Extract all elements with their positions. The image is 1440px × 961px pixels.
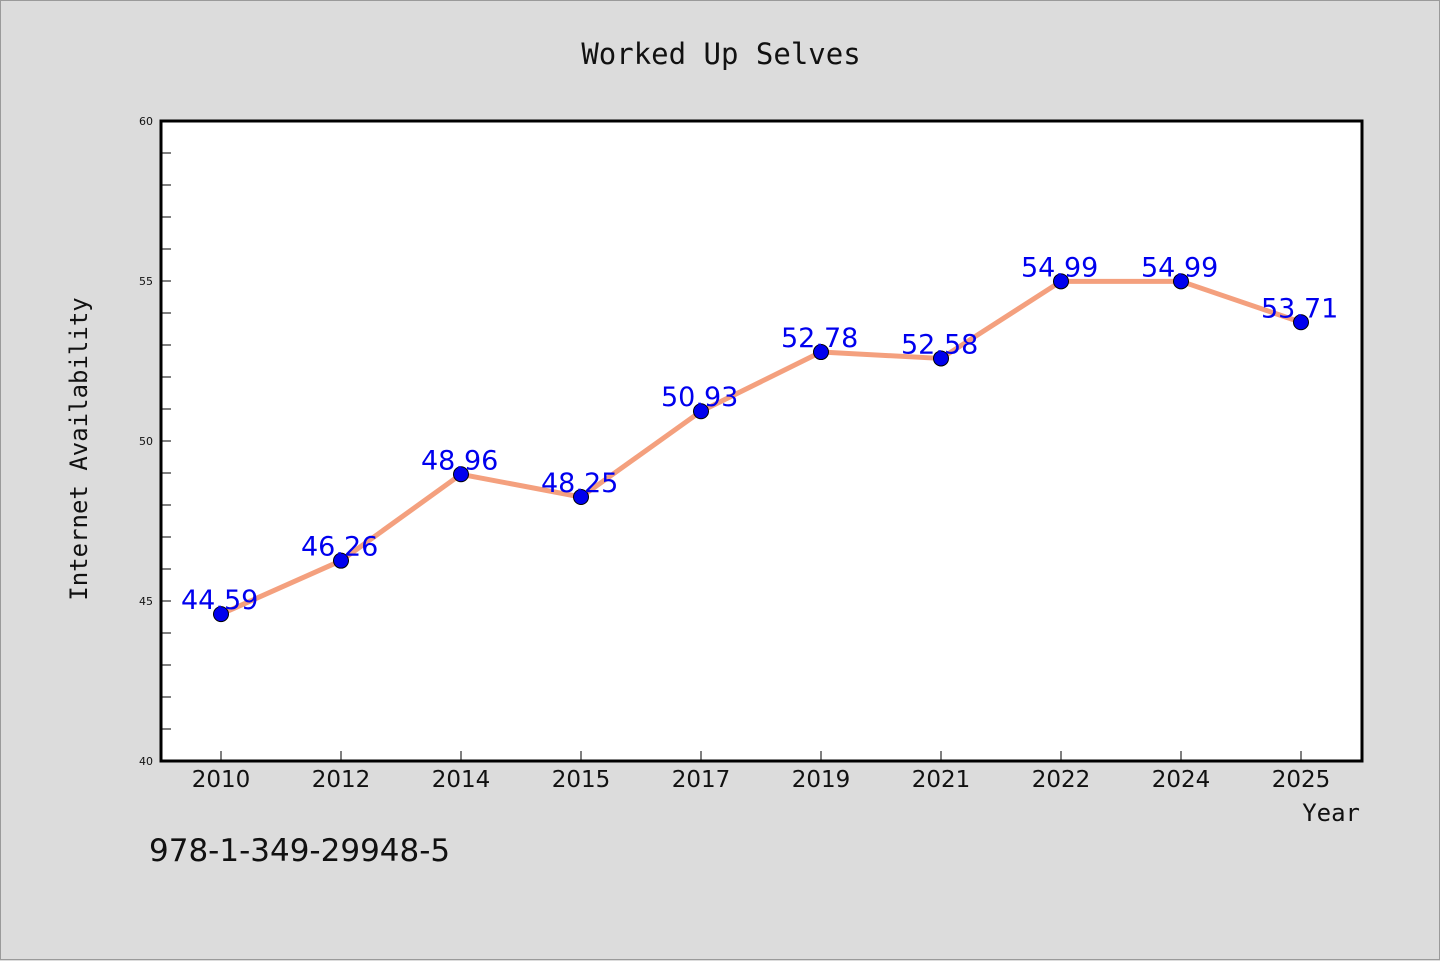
x-tick-label: 2014 xyxy=(432,767,491,793)
data-label: 53.71 xyxy=(1261,293,1338,324)
data-label: 54.99 xyxy=(1021,252,1098,283)
data-label: 50.93 xyxy=(661,382,738,413)
data-point xyxy=(333,552,349,569)
isbn-footer: 978-1-349-29948-5 xyxy=(149,833,451,869)
y-tick-label: 55 xyxy=(139,275,153,288)
x-ticks xyxy=(220,751,1302,761)
plot-area xyxy=(159,119,1364,763)
x-tick-label: 2025 xyxy=(1272,767,1331,793)
x-tick-label: 2019 xyxy=(792,767,851,793)
data-point xyxy=(693,403,709,420)
series-markers xyxy=(213,273,1309,623)
y-tick-label: 50 xyxy=(139,435,153,448)
data-point xyxy=(813,344,829,361)
x-tick-label: 2021 xyxy=(912,767,971,793)
y-tick-labels: 40 45 50 55 60 xyxy=(139,115,153,768)
y-tick-label: 40 xyxy=(139,755,153,768)
y-tick-label: 45 xyxy=(139,595,153,608)
x-tick-label: 2022 xyxy=(1032,767,1091,793)
data-label: 52.78 xyxy=(781,323,858,354)
data-label: 44.59 xyxy=(181,585,258,616)
x-tick-label: 2024 xyxy=(1152,767,1211,793)
series-line xyxy=(218,278,1304,617)
data-point xyxy=(213,606,229,623)
x-tick-labels: 2010 2012 2014 2015 2017 2019 2021 2022 2024 2025 xyxy=(192,767,1331,793)
data-point xyxy=(573,489,589,505)
data-point xyxy=(1053,273,1069,290)
data-labels: 44.59 46.26 48.96 48.25 50.93 52.78 52.58 54.99… xyxy=(181,252,1338,616)
data-label: 52.58 xyxy=(901,329,978,360)
chart-title: Worked Up Selves xyxy=(581,37,860,71)
y-minor-ticks xyxy=(161,120,171,762)
data-point xyxy=(1173,273,1189,290)
y-tick-label: 60 xyxy=(139,115,153,128)
data-point xyxy=(1293,314,1309,331)
y-axis-label: Internet Availability xyxy=(65,297,93,600)
data-label: 46.26 xyxy=(301,532,378,563)
x-tick-label: 2010 xyxy=(192,767,251,793)
x-tick-label: 2017 xyxy=(672,767,731,793)
x-tick-label: 2015 xyxy=(552,767,611,793)
data-label: 48.25 xyxy=(541,468,618,499)
x-axis-label: Year xyxy=(1302,799,1360,827)
x-tick-label: 2012 xyxy=(312,767,371,793)
data-label: 54.99 xyxy=(1141,252,1218,283)
data-label: 48.96 xyxy=(421,445,498,476)
data-point xyxy=(453,466,469,483)
data-point xyxy=(933,350,949,367)
